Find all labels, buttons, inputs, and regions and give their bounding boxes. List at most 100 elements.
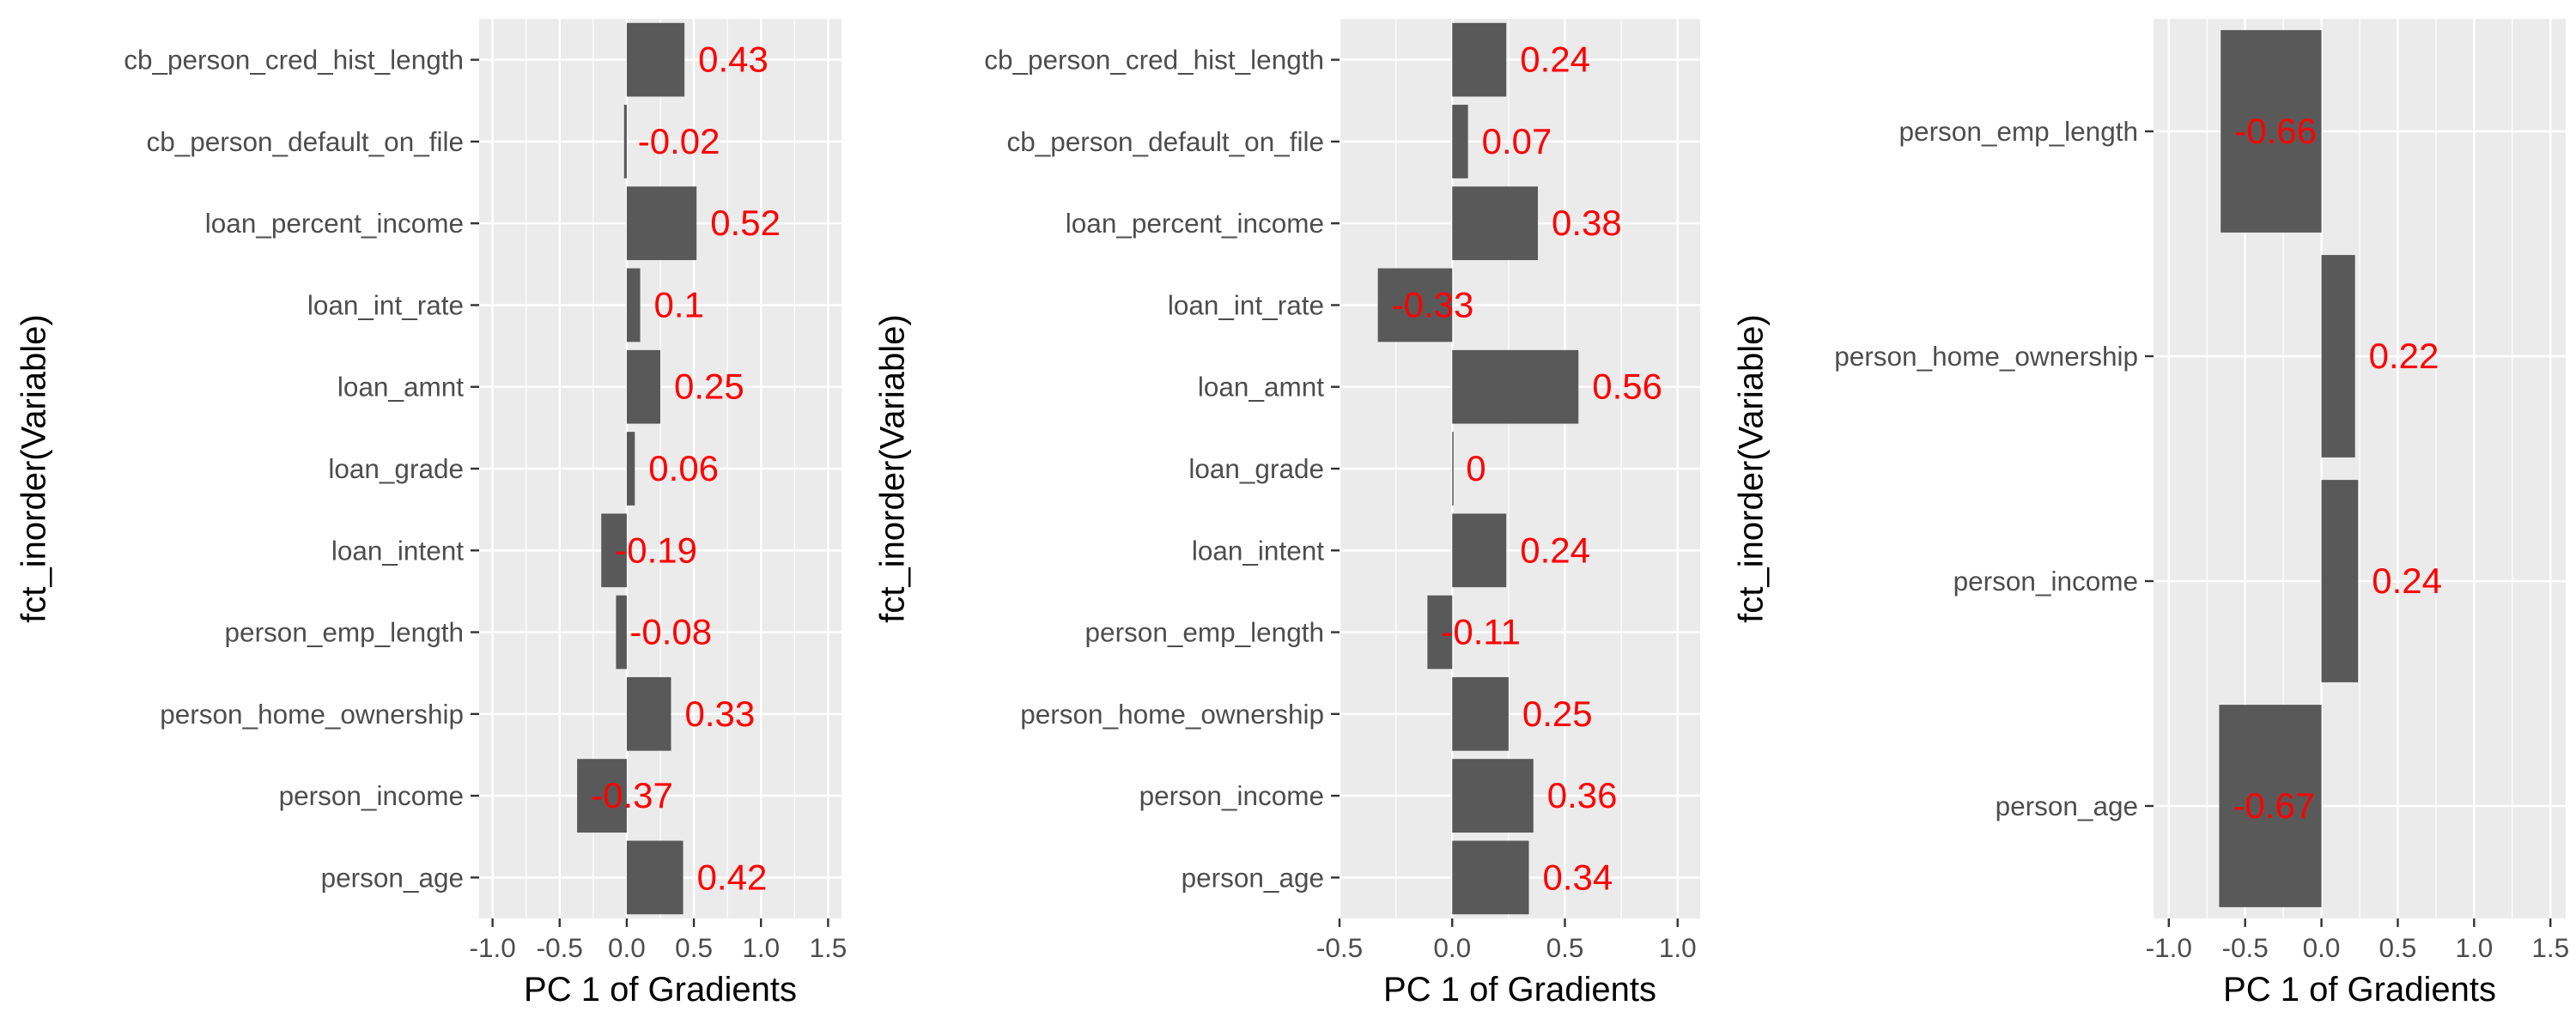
data-label-person_age: 0.34 (1543, 857, 1613, 897)
y-tick-label: person_emp_length (225, 617, 464, 648)
data-label-loan_grade: 0.06 (648, 448, 719, 488)
chart-panel-1: 0.43 -0.02 0.52 0.1 0.25 0.06 -0.19 -0.08 0.33 -0… (0, 0, 859, 1030)
data-label-person_emp_length: -0.66 (2234, 111, 2317, 151)
bar-loan_percent_income (1452, 186, 1538, 261)
y-tick-label: loan_grade (328, 453, 464, 484)
bar-cb_person_default_on_file (623, 105, 627, 179)
y-axis-title: fct_inorder(Variable) (874, 314, 912, 622)
x-tick-label: 0.5 (675, 932, 713, 963)
y-tick-label: person_home_ownership (160, 699, 464, 730)
x-tick-label: -1.0 (2146, 932, 2192, 963)
bar-loan_percent_income (626, 186, 697, 261)
bar-person_emp_length (1427, 595, 1453, 670)
y-tick-label: loan_percent_income (205, 208, 464, 239)
data-label-loan_int_rate: 0.1 (654, 284, 704, 324)
data-label-person_age: 0.42 (697, 857, 768, 897)
data-label-cb_person_default_on_file: -0.02 (638, 121, 720, 161)
x-axis-title: PC 1 of Gradients (1383, 971, 1656, 1009)
chart-svg: 0.24 0.07 0.38 -0.33 0.56 0 0.24 -0.11 0.25 0.36 0… (874, 19, 1700, 1009)
y-tick-label: person_age (1996, 791, 2138, 821)
y-tick-label: loan_percent_income (1066, 208, 1324, 239)
y-tick-label: person_income (1139, 780, 1324, 811)
x-tick-label: 0.5 (2379, 932, 2417, 963)
x-tick-label: 0.0 (1433, 932, 1471, 963)
data-label-loan_amnt: 0.25 (674, 367, 744, 407)
x-axis-title: PC 1 of Gradients (2223, 971, 2496, 1009)
x-tick-label: 0.0 (2303, 932, 2341, 963)
data-label-person_home_ownership: 0.22 (2369, 336, 2439, 376)
bar-loan_int_rate (626, 268, 641, 342)
y-tick-label: cb_person_cred_hist_length (124, 45, 464, 76)
data-label-person_emp_length: -0.11 (1441, 612, 1521, 652)
bar-cb_person_cred_hist_length (626, 22, 685, 97)
data-label-cb_person_cred_hist_length: 0.43 (698, 39, 769, 80)
bar-loan_intent (1452, 513, 1507, 588)
data-label-person_emp_length: -0.08 (629, 612, 712, 652)
data-label-loan_int_rate: -0.33 (1392, 284, 1474, 324)
x-tick-label: -0.5 (2222, 932, 2269, 963)
data-label-person_home_ownership: 0.33 (685, 694, 756, 734)
bar-person_income (1452, 759, 1534, 833)
bar-loan_amnt (626, 349, 660, 424)
data-label-loan_intent: 0.24 (1520, 530, 1590, 570)
bar-person_home_ownership (626, 676, 671, 751)
data-label-loan_percent_income: 0.38 (1552, 203, 1622, 243)
y-tick-label: person_income (1953, 566, 2138, 597)
y-tick-label: loan_intent (331, 535, 464, 566)
bar-cb_person_default_on_file (1452, 105, 1468, 179)
bar-person_age (626, 840, 683, 915)
bar-person_emp_length (2221, 30, 2322, 233)
x-tick-label: 1.5 (2531, 932, 2569, 963)
chart-panel-2: 0.24 0.07 0.38 -0.33 0.56 0 0.24 -0.11 0.25 0.36 0… (859, 0, 1717, 1030)
y-tick-label: loan_int_rate (307, 289, 464, 320)
chart-panel-3: -0.66 0.22 0.24 -0.67 person_emp_length perso… (1717, 0, 2576, 1030)
bar-loan_grade (626, 432, 635, 506)
bar-person_age (2219, 705, 2322, 907)
bar-loan_amnt (1452, 349, 1579, 424)
x-tick-label: 0.5 (1546, 932, 1584, 963)
x-tick-label: 1.0 (742, 932, 780, 963)
y-axis-title: fct_inorder(Variable) (1733, 314, 1771, 622)
bar-loan_grade (1452, 432, 1454, 506)
data-label-cb_person_cred_hist_length: 0.24 (1520, 39, 1590, 80)
data-label-person_home_ownership: 0.25 (1522, 694, 1593, 734)
bar-person_income (577, 759, 627, 833)
data-label-loan_percent_income: 0.52 (710, 203, 781, 243)
bar-person_emp_length (616, 595, 627, 670)
data-label-loan_grade: 0 (1466, 448, 1485, 488)
x-tick-label: 0.0 (608, 932, 646, 963)
x-tick-label: -1.0 (469, 932, 515, 963)
y-tick-label: loan_grade (1188, 453, 1324, 484)
bar-cb_person_cred_hist_length (1452, 22, 1507, 97)
chart-svg: 0.43 -0.02 0.52 0.1 0.25 0.06 -0.19 -0.08 0.33 -0… (15, 19, 847, 1009)
x-tick-label: -0.5 (537, 932, 583, 963)
y-tick-label: cb_person_default_on_file (146, 126, 464, 157)
bar-person_home_ownership (1452, 676, 1509, 751)
y-tick-label: person_age (1182, 862, 1324, 893)
y-tick-label: person_emp_length (1085, 617, 1324, 648)
y-tick-label: cb_person_cred_hist_length (984, 45, 1324, 76)
y-tick-label: cb_person_default_on_file (1006, 126, 1324, 157)
data-label-loan_amnt: 0.56 (1592, 367, 1662, 407)
bar-person_age (1452, 840, 1529, 915)
bar-person_home_ownership (2321, 255, 2355, 457)
bar-loan_intent (601, 513, 627, 588)
chart-svg: -0.66 0.22 0.24 -0.67 person_emp_lengthperso… (1733, 19, 2569, 1009)
y-tick-label: person_home_ownership (1834, 341, 2138, 372)
data-label-person_income: 0.24 (2372, 560, 2442, 601)
x-tick-label: -0.5 (1316, 932, 1363, 963)
bar-person_income (2321, 480, 2359, 682)
x-tick-label: 1.5 (809, 932, 847, 963)
x-tick-label: 1.0 (1659, 932, 1697, 963)
y-tick-label: person_emp_length (1899, 116, 2138, 147)
y-tick-label: person_income (279, 780, 464, 811)
data-label-person_income: -0.37 (591, 775, 673, 815)
y-axis-title: fct_inorder(Variable) (15, 314, 53, 622)
data-label-cb_person_default_on_file: 0.07 (1482, 121, 1552, 161)
data-label-loan_intent: -0.19 (615, 530, 697, 570)
bar-loan_int_rate (1377, 268, 1453, 342)
y-tick-label: person_age (321, 862, 464, 893)
y-tick-label: loan_intent (1192, 535, 1324, 566)
data-label-person_income: 0.36 (1547, 775, 1618, 815)
